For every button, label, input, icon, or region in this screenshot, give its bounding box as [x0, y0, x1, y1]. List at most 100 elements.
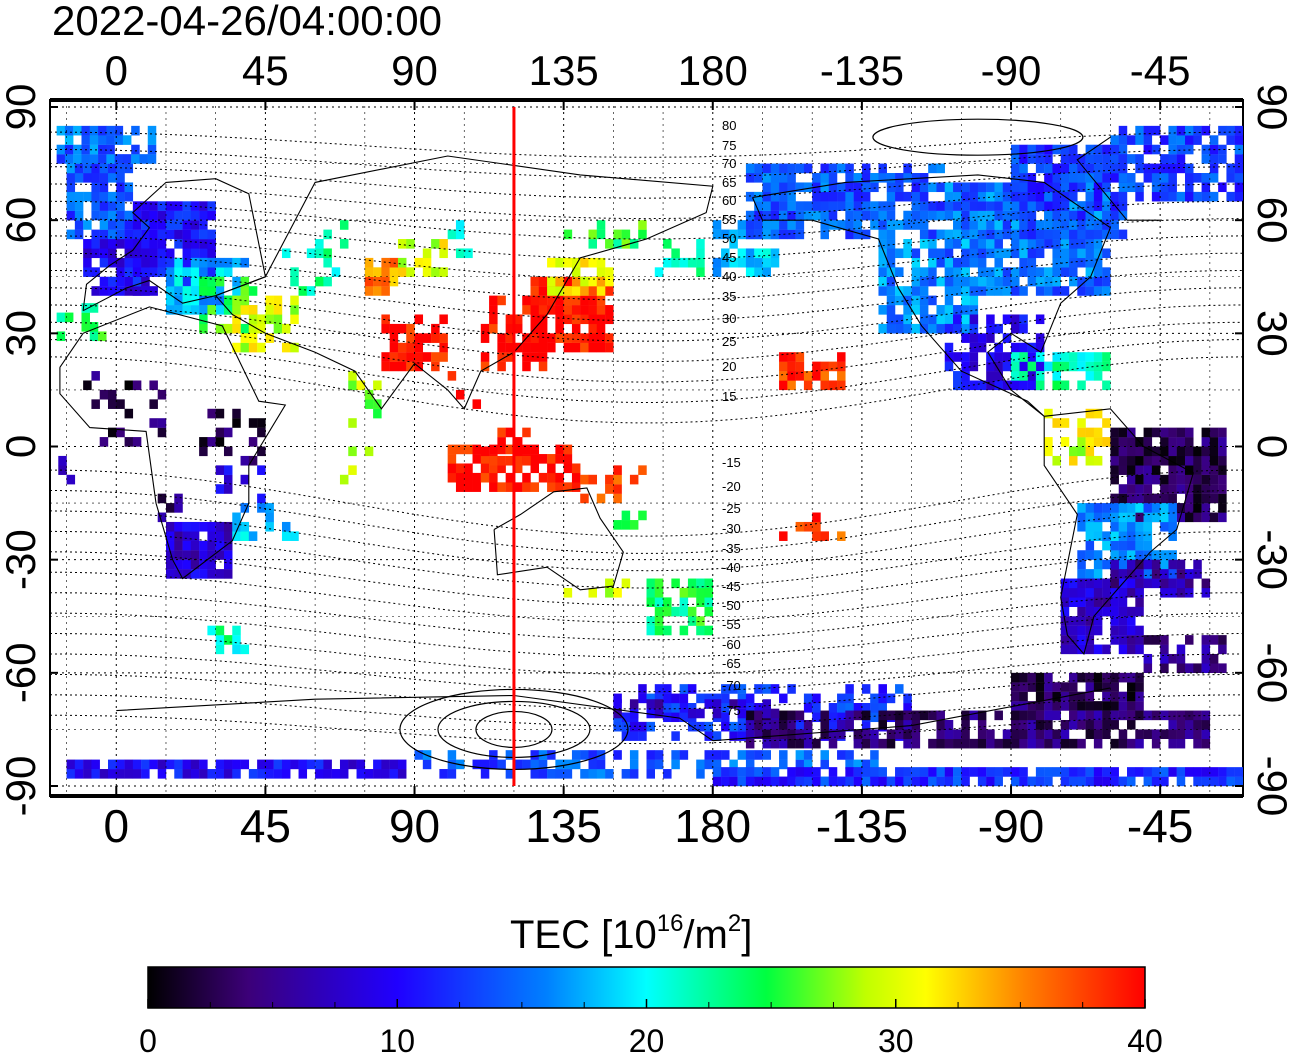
right-latitude-tick: -90 [1249, 756, 1294, 817]
tec-cell [994, 352, 1003, 362]
tec-cell [845, 693, 854, 704]
tec-cell [1060, 210, 1070, 221]
tec-cell [679, 606, 689, 617]
tec-cell [1160, 437, 1169, 447]
tec-cell [687, 616, 697, 626]
tec-cell [199, 220, 208, 230]
tec-cell [1151, 125, 1161, 136]
tec-cell [397, 361, 407, 372]
tec-cell [1160, 578, 1169, 589]
tec-cell [1151, 427, 1161, 438]
tec-cell [1077, 182, 1086, 193]
tec-cell [1077, 154, 1086, 164]
tec-cell [663, 239, 672, 249]
tec-cell [1044, 691, 1053, 702]
tec-cell [165, 503, 175, 513]
tec-cell [505, 333, 515, 343]
tec-cell [157, 267, 167, 277]
tec-cell [837, 371, 846, 381]
tec-cell [820, 371, 829, 381]
tec-cell [596, 276, 606, 287]
tec-cell [1019, 701, 1028, 711]
tec-cell [1201, 710, 1211, 721]
tec-cell [1135, 625, 1144, 636]
tec-cell [232, 759, 241, 770]
tec-cell [1193, 512, 1202, 523]
tec-cell [1077, 521, 1086, 532]
tec-cell [671, 248, 680, 259]
tec-cell [1035, 371, 1045, 381]
tec-cell [721, 248, 730, 259]
tec-cell [936, 719, 945, 730]
tec-cell [497, 437, 506, 447]
tec-cell [1185, 710, 1194, 721]
tec-cell [787, 173, 796, 183]
tec-cell [1110, 446, 1119, 457]
tec-cell [555, 295, 564, 306]
tec-cell [1035, 286, 1045, 296]
tec-cell [944, 776, 954, 787]
tec-cell [489, 759, 498, 770]
tec-cell [878, 767, 887, 777]
tec-cell [745, 248, 755, 259]
tec-cell [1077, 710, 1086, 721]
tec-cell [1135, 606, 1144, 617]
tec-cell [348, 759, 357, 770]
tec-cell [679, 684, 689, 694]
tec-cell [1085, 644, 1095, 655]
tec-cell [936, 738, 945, 749]
tec-cell [1127, 710, 1136, 721]
tec-cell [174, 493, 183, 504]
tec-cell [1160, 644, 1169, 655]
tec-cell [936, 314, 945, 325]
tec-cell [861, 210, 871, 221]
tec-cell [779, 182, 788, 193]
tec-cell [1185, 191, 1194, 202]
tec-cell [1044, 276, 1053, 287]
tec-cell [961, 314, 970, 325]
tec-cell [505, 455, 515, 466]
tec-cell [439, 239, 448, 249]
tec-cell [1193, 191, 1202, 202]
tec-cell [1093, 229, 1103, 240]
tec-cell [1093, 144, 1103, 155]
tec-cell [1201, 474, 1211, 485]
tec-cell [1035, 738, 1045, 749]
tec-cell [538, 333, 548, 343]
tec-cell [1060, 701, 1070, 711]
tec-cell [1027, 173, 1037, 183]
tec-cell [1093, 220, 1103, 230]
tec-cell [571, 276, 581, 287]
tec-cell [961, 333, 970, 343]
tec-cell [795, 710, 805, 721]
tec-cell [762, 182, 771, 193]
tec-cell [73, 144, 82, 155]
tec-cell [1135, 672, 1144, 683]
tec-cell [1151, 559, 1161, 570]
tec-cell [1044, 701, 1053, 711]
tec-cell [919, 314, 929, 325]
tec-cell [207, 305, 216, 315]
tec-cell [1060, 257, 1070, 268]
tec-cell [803, 738, 813, 749]
tec-cell [563, 276, 573, 287]
tec-cell [1193, 767, 1202, 777]
tec-cell [1185, 587, 1194, 598]
tec-cell [1093, 578, 1103, 589]
tec-cell [853, 210, 863, 221]
tec-cell [1027, 229, 1037, 240]
tec-cell [1011, 710, 1020, 721]
tec-cell [149, 201, 158, 211]
tec-cell [986, 314, 995, 325]
tec-cell [165, 201, 175, 211]
tec-cell [1226, 776, 1235, 787]
tec-cell [555, 472, 564, 483]
tec-cell [132, 257, 142, 268]
tec-cell [712, 267, 722, 277]
tec-cell [513, 314, 523, 325]
tec-cell [1102, 710, 1111, 721]
tec-cell [704, 750, 713, 760]
tec-cell [696, 239, 705, 249]
top-longitude-tick: -135 [820, 47, 904, 94]
tec-cell [712, 767, 722, 777]
